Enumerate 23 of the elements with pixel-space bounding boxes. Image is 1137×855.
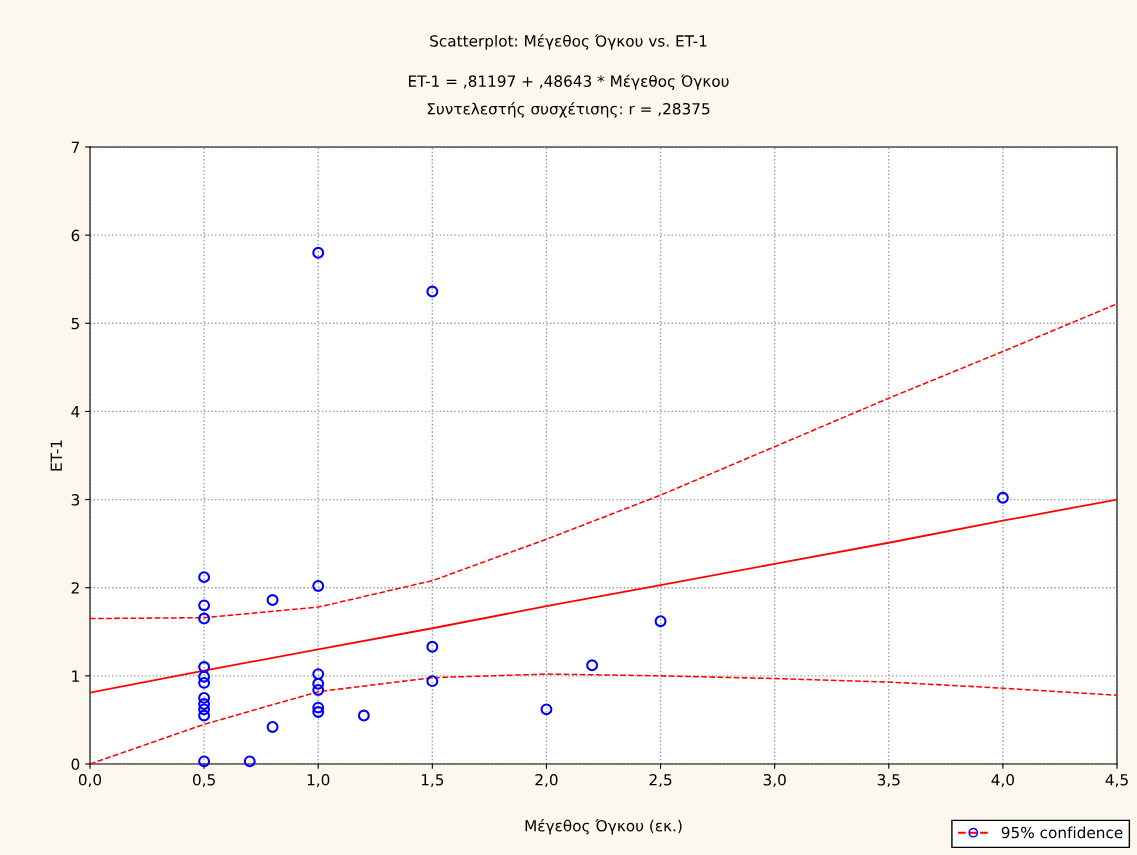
x-tick-label: 4,5 bbox=[1105, 774, 1128, 788]
chart-title: Scatterplot: Μέγεθος Όγκου vs. ET-1 bbox=[430, 34, 707, 50]
y-tick-label: 3 bbox=[71, 494, 80, 506]
legend-label: 95% confidence bbox=[1001, 826, 1123, 839]
y-tick-label: 6 bbox=[71, 229, 80, 242]
x-axis-title: Μέγεθος Όγκου (εκ.) bbox=[525, 819, 682, 835]
x-tick-label: 1,5 bbox=[421, 774, 444, 788]
y-axis-title: ET-1 bbox=[50, 440, 62, 471]
x-tick-label: 3,0 bbox=[763, 773, 786, 788]
x-tick-label: 4,0 bbox=[991, 773, 1015, 788]
chart-subtitle: ET-1 = ,81197 + ,48643 * Μέγεθος Όγκου Συντελεστής συσχέτισης: r = ,28375 bbox=[408, 74, 729, 118]
x-tick-label: 3,5 bbox=[877, 773, 900, 788]
y-tick-label: 2 bbox=[71, 582, 79, 594]
x-tick-label: 0,0 bbox=[78, 773, 102, 788]
y-tick-label: 7 bbox=[71, 141, 79, 153]
x-tick-label: 1,0 bbox=[307, 773, 330, 788]
y-tick-label: 0 bbox=[71, 758, 80, 771]
y-tick-label: 5 bbox=[71, 317, 79, 330]
y-tick-label: 1 bbox=[72, 670, 79, 682]
x-tick-label: 0,5 bbox=[192, 773, 215, 788]
x-tick-label: 2,5 bbox=[649, 773, 672, 788]
x-tick-label: 2,0 bbox=[535, 773, 558, 788]
y-tick-label: 4 bbox=[71, 406, 80, 418]
